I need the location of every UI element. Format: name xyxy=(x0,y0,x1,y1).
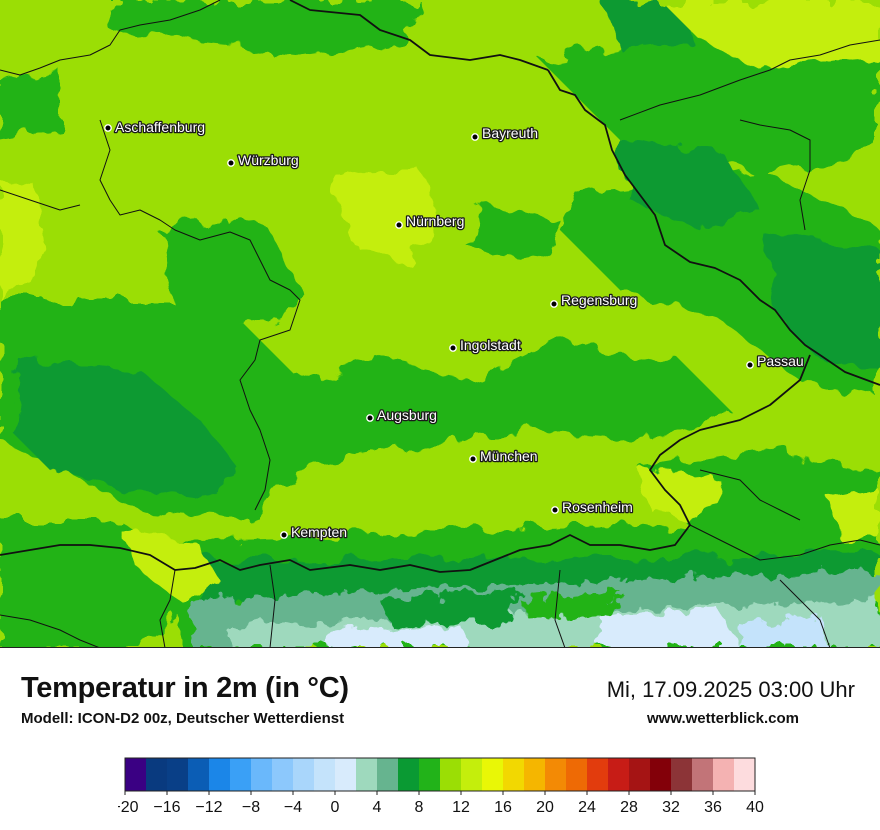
legend-swatch xyxy=(482,758,504,791)
city-dot xyxy=(469,455,477,463)
forecast-datetime: Mi, 17.09.2025 03:00 Uhr xyxy=(606,677,855,702)
city-dot xyxy=(280,531,288,539)
legend-swatch xyxy=(167,758,189,791)
legend-swatch xyxy=(629,758,651,791)
city-nuernberg: Nürnberg xyxy=(395,212,466,230)
city-wuerzburg: Würzburg xyxy=(227,151,300,169)
temperature-map: Aschaffenburg Würzburg Bayreuth Nürnberg… xyxy=(0,0,880,648)
color-legend: −20 −16 −12 −8 −4 0 4 8 12 16 20 24 28 32 36 40 xyxy=(118,757,764,816)
city-label: Kempten xyxy=(291,524,347,540)
city-label: Regensburg xyxy=(561,292,637,308)
legend-tick-label: −20 xyxy=(118,799,139,816)
legend-swatch xyxy=(146,758,168,791)
website-link: www.wetterblick.com xyxy=(647,710,799,727)
city-dot xyxy=(551,506,559,514)
legend-swatch xyxy=(293,758,315,791)
city-bayreuth: Bayreuth xyxy=(471,124,539,142)
model-info: Modell: ICON-D2 00z, Deutscher Wetterdie… xyxy=(21,710,345,727)
legend-swatch xyxy=(692,758,714,791)
legend-swatches xyxy=(125,758,756,791)
city-dot xyxy=(227,159,235,167)
alpine-zone xyxy=(190,570,880,648)
legend-swatch xyxy=(398,758,420,791)
city-label: Augsburg xyxy=(377,407,437,423)
legend-swatch xyxy=(608,758,630,791)
legend-swatch xyxy=(545,758,567,791)
city-augsburg: Augsburg xyxy=(366,406,438,424)
city-dot xyxy=(746,361,754,369)
city-dot xyxy=(471,133,479,141)
legend-swatch xyxy=(713,758,735,791)
legend-tick-label: −16 xyxy=(153,799,180,816)
legend-swatch xyxy=(503,758,525,791)
legend-tick-label: −8 xyxy=(242,799,260,816)
city-regensburg: Regensburg xyxy=(550,291,639,309)
city-label: Würzburg xyxy=(238,152,299,168)
legend-swatch xyxy=(419,758,441,791)
legend-swatch xyxy=(356,758,378,791)
legend-swatch xyxy=(461,758,483,791)
legend-tick-label: 8 xyxy=(415,799,424,816)
legend-swatch xyxy=(188,758,210,791)
city-dot xyxy=(395,221,403,229)
legend-swatch xyxy=(272,758,294,791)
legend-swatch xyxy=(377,758,399,791)
legend-swatch xyxy=(314,758,336,791)
legend-tick-label: 12 xyxy=(452,799,470,816)
legend-tick-label: 16 xyxy=(494,799,512,816)
city-label: Aschaffenburg xyxy=(115,119,205,135)
city-label: Ingolstadt xyxy=(460,337,521,353)
legend-swatch xyxy=(440,758,462,791)
borders xyxy=(0,0,880,648)
legend-swatch xyxy=(587,758,609,791)
legend-frame xyxy=(124,757,756,792)
city-passau: Passau xyxy=(746,352,805,370)
legend-swatch xyxy=(335,758,357,791)
map-title: Temperatur in 2m (in °C) xyxy=(21,672,349,704)
legend-swatch xyxy=(650,758,672,791)
city-kempten: Kempten xyxy=(280,523,348,541)
legend-swatch xyxy=(734,758,756,791)
city-markers: Aschaffenburg Würzburg Bayreuth Nürnberg… xyxy=(104,118,805,541)
legend-swatch xyxy=(230,758,252,791)
legend-swatch xyxy=(251,758,273,791)
legend-tick-label: 20 xyxy=(536,799,554,816)
city-dot xyxy=(104,124,112,132)
legend-swatch xyxy=(125,758,147,791)
city-dot xyxy=(366,414,374,422)
legend-tick-label: 0 xyxy=(331,799,340,816)
legend-ticks: −20 −16 −12 −8 −4 0 4 8 12 16 20 24 28 32 36 40 xyxy=(118,791,764,816)
city-label: Passau xyxy=(757,353,804,369)
legend-swatch xyxy=(209,758,231,791)
legend-tick-label: 28 xyxy=(620,799,638,816)
city-label: Nürnberg xyxy=(406,213,464,229)
legend-swatch xyxy=(524,758,546,791)
legend-tick-label: 32 xyxy=(662,799,680,816)
city-label: Bayreuth xyxy=(482,125,538,141)
city-ingolstadt: Ingolstadt xyxy=(449,336,522,354)
legend-tick-label: 36 xyxy=(704,799,722,816)
legend-tick-label: 24 xyxy=(578,799,596,816)
city-dot xyxy=(449,344,457,352)
legend-tick-label: −12 xyxy=(195,799,222,816)
legend-tick-label: 4 xyxy=(373,799,382,816)
city-label: Rosenheim xyxy=(562,499,633,515)
city-dot xyxy=(550,300,558,308)
legend-swatch xyxy=(566,758,588,791)
city-label: München xyxy=(480,448,538,464)
legend-tick-label: 40 xyxy=(746,799,764,816)
city-muenchen: München xyxy=(469,447,539,465)
city-rosenheim: Rosenheim xyxy=(551,498,634,516)
legend-tick-label: −4 xyxy=(284,799,302,816)
legend-swatch xyxy=(671,758,693,791)
city-aschaffenburg: Aschaffenburg xyxy=(104,118,206,136)
